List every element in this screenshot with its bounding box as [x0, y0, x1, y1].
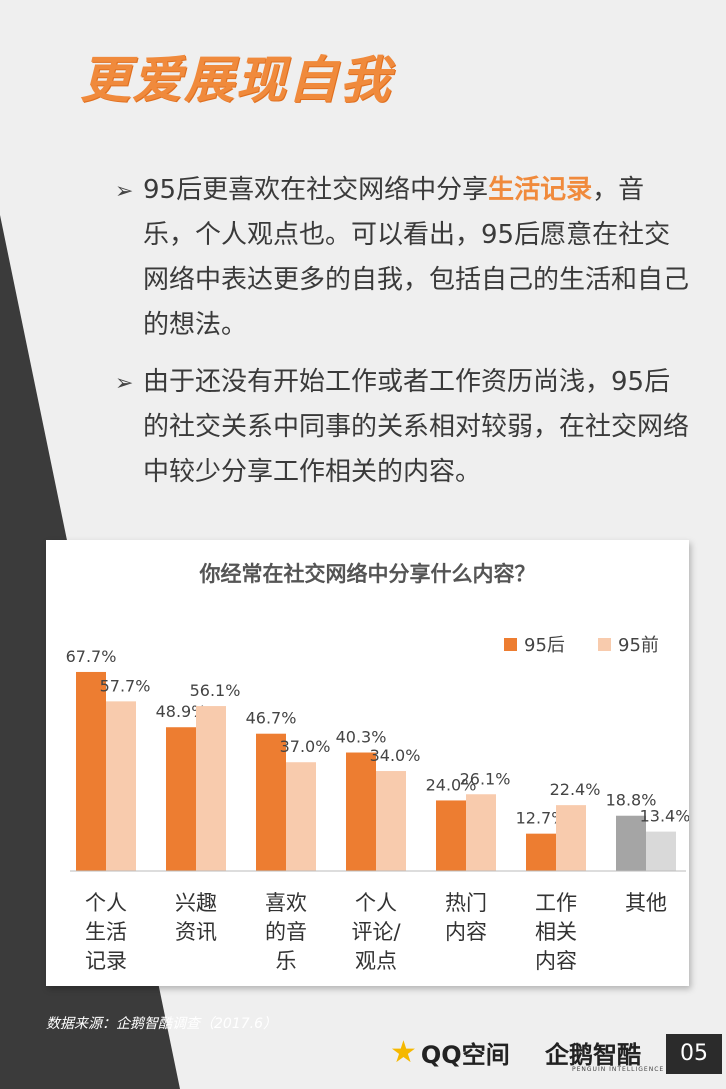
category-label-3-0: 个人	[355, 891, 397, 915]
bar-95qian-3	[376, 771, 406, 871]
bar-95qian-5	[556, 805, 586, 871]
bullet-item-2: ➢ 由于还没有开始工作或者工作资历尚浅，95后的社交关系中同事的关系相对较弱，在…	[115, 360, 695, 495]
bar-95hou-6	[616, 815, 646, 871]
bullet-1-pre: 95后更喜欢在社交网络中分享	[143, 175, 489, 205]
data-label-95qian-4: 26.1%	[460, 769, 511, 788]
category-label-6-0: 其他	[625, 891, 667, 915]
bullet-1-post: ，音乐，个人观点也。可以看出，95后愿意在社交网络中表达更多的自我，包括自己的生…	[143, 175, 690, 340]
legend-swatch-0	[504, 638, 517, 651]
legend-swatch-1	[598, 638, 611, 651]
category-label-0-2: 记录	[85, 949, 127, 973]
bullet-1-highlight: 生活记录	[488, 175, 593, 205]
data-label-95hou-3: 40.3%	[336, 728, 387, 747]
chart-card: 你经常在社交网络中分享什么内容？ 67.7% 57.7% 个人生活记录 48.9% 56…	[46, 540, 689, 986]
data-label-95hou-4: 24.0%	[426, 775, 477, 794]
penguin-intelligence-subtitle: PENGUIN INTELLIGENCE	[572, 1066, 665, 1073]
category-label-5-1: 相关	[535, 920, 577, 944]
bar-95hou-5	[526, 833, 556, 871]
category-label-3-2: 观点	[355, 949, 397, 973]
bar-95qian-1	[196, 706, 226, 871]
qzone-logo: ★ QQ空间	[390, 1035, 510, 1070]
category-label-2-2: 乐	[276, 949, 297, 973]
chart-title: 你经常在社交网络中分享什么内容？	[199, 562, 536, 586]
data-label-95qian-0: 57.7%	[100, 676, 151, 695]
bullet-list: ➢ 95后更喜欢在社交网络中分享生活记录，音乐，个人观点也。可以看出，95后愿意…	[115, 168, 695, 507]
data-label-95hou-1: 48.9%	[156, 702, 207, 721]
data-label-95hou-2: 46.7%	[246, 709, 297, 728]
data-label-95qian-6: 13.4%	[640, 807, 689, 826]
penguin-intelligence-logo: 企鹅智酷	[545, 1041, 641, 1069]
category-label-0-0: 个人	[85, 891, 127, 915]
bar-95qian-0	[106, 701, 136, 871]
bullet-2-text: 由于还没有开始工作或者工作资历尚浅，95后的社交关系中同事的关系相对较弱，在社交…	[143, 367, 690, 487]
bar-95hou-4	[436, 800, 466, 871]
category-label-2-0: 喜欢	[265, 891, 307, 915]
category-label-5-2: 内容	[535, 949, 577, 973]
arrow-icon: ➢	[115, 179, 134, 204]
data-label-95hou-5: 12.7%	[516, 809, 567, 828]
bar-95qian-4	[466, 794, 496, 871]
bar-95qian-6	[646, 831, 676, 871]
data-label-95qian-2: 37.0%	[280, 737, 331, 756]
page-title: 更爱展现自我	[80, 51, 392, 109]
page-number: 05	[666, 1034, 722, 1074]
data-label-95hou-0: 67.7%	[66, 647, 117, 666]
bar-95hou-0	[76, 671, 106, 871]
bar-95qian-2	[286, 762, 316, 871]
data-label-95qian-3: 34.0%	[370, 746, 421, 765]
data-label-95qian-5: 22.4%	[550, 780, 601, 799]
arrow-icon: ➢	[115, 371, 134, 396]
category-label-4-0: 热门	[445, 891, 487, 915]
bar-95hou-2	[256, 733, 286, 871]
data-label-95hou-6: 18.8%	[606, 791, 657, 810]
category-label-4-1: 内容	[445, 920, 487, 944]
data-label-95qian-1: 56.1%	[190, 681, 241, 700]
category-label-2-1: 的音	[265, 920, 307, 944]
category-label-3-1: 评论/	[351, 920, 401, 944]
category-label-1-0: 兴趣	[175, 891, 217, 915]
category-label-5-0: 工作	[535, 891, 577, 915]
category-label-0-1: 生活	[85, 920, 127, 944]
category-label-1-1: 资讯	[175, 920, 217, 944]
data-source: 数据来源：企鹅智酷调查（2017.6）	[46, 1016, 277, 1032]
legend-label-0: 95后	[524, 635, 565, 656]
bar-95hou-1	[166, 727, 196, 871]
bullet-item-1: ➢ 95后更喜欢在社交网络中分享生活记录，音乐，个人观点也。可以看出，95后愿意…	[115, 168, 695, 348]
bar-95hou-3	[346, 752, 376, 871]
star-icon: ★	[390, 1035, 417, 1070]
legend-label-1: 95前	[618, 635, 659, 656]
